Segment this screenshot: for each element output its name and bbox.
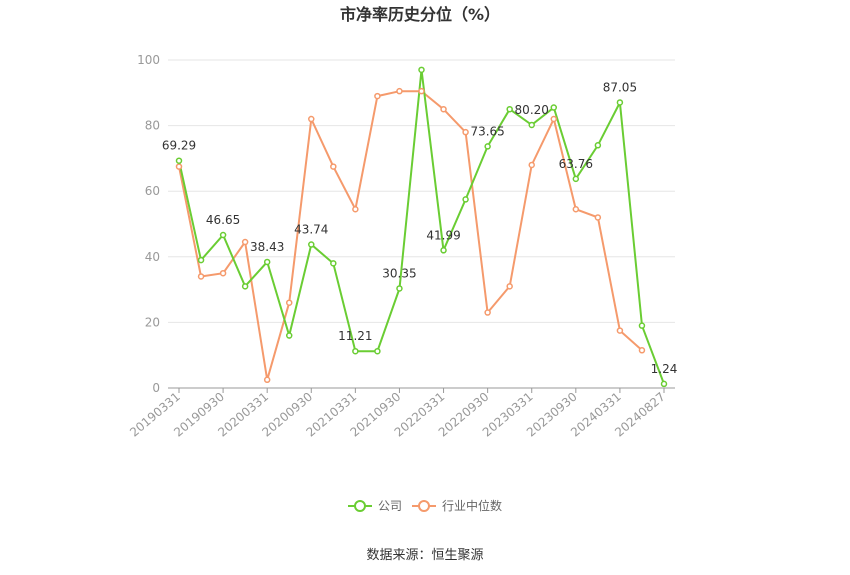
chart-title: 市净率历史分位（%） (340, 5, 500, 24)
series-line-industry-median (178, 90, 643, 381)
data-point-industry-median[interactable] (550, 115, 558, 123)
data-point-industry-median[interactable] (506, 283, 513, 290)
data-point-company[interactable] (308, 241, 315, 248)
y-tick-label: 40 (145, 250, 160, 264)
y-tick-label: 20 (145, 315, 160, 329)
data-point-industry-median[interactable] (616, 327, 624, 334)
legend-label-company: 公司 (378, 499, 402, 513)
series-line-company (178, 69, 665, 385)
legend-marker-company (354, 500, 366, 512)
data-label: 69.29 (162, 139, 196, 153)
data-label: 73.65 (470, 124, 504, 138)
grid-lines (168, 59, 675, 323)
data-point-company[interactable] (352, 347, 359, 355)
data-point-company[interactable] (219, 231, 227, 239)
data-point-industry-median[interactable] (285, 299, 293, 306)
data-point-industry-median[interactable] (572, 205, 580, 213)
data-point-company[interactable] (418, 66, 425, 74)
data-point-industry-median[interactable] (418, 87, 425, 95)
data-point-company[interactable] (638, 322, 646, 329)
data-point-industry-median[interactable] (594, 214, 602, 221)
data-point-industry-median[interactable] (219, 269, 227, 277)
legend-item-industry-median[interactable]: 行业中位数 (412, 498, 502, 513)
series-points (175, 66, 668, 388)
data-point-company[interactable] (285, 332, 293, 339)
data-point-company[interactable] (263, 258, 271, 266)
data-point-company[interactable] (506, 105, 513, 113)
data-point-industry-median[interactable] (330, 163, 337, 170)
data-point-company[interactable] (396, 285, 403, 292)
y-axis-ticks: 0 20 40 60 80 100 (137, 53, 160, 395)
legend-item-company[interactable]: 公司 (348, 499, 402, 513)
data-label: 11.21 (338, 329, 372, 343)
source-text: 数据来源：恒生聚源 (366, 548, 483, 563)
data-labels: 69.29 46.65 38.43 43.74 11.21 30.35 41.99 73.65… (162, 80, 678, 375)
series-lines (178, 69, 665, 385)
y-tick-label: 100 (137, 53, 160, 67)
data-label: 41.99 (426, 228, 460, 242)
data-point-company[interactable] (440, 247, 447, 254)
data-point-company[interactable] (175, 157, 183, 164)
data-point-company[interactable] (594, 142, 602, 149)
data-point-industry-median[interactable] (638, 347, 646, 354)
y-tick-label: 0 (152, 381, 160, 395)
data-point-industry-median[interactable] (396, 87, 403, 95)
data-point-company[interactable] (528, 121, 535, 129)
data-point-company[interactable] (550, 104, 558, 111)
data-point-industry-median[interactable] (175, 163, 183, 170)
data-label: 38.43 (250, 240, 284, 254)
data-point-company[interactable] (616, 99, 624, 106)
data-point-industry-median[interactable] (308, 115, 315, 123)
y-tick-label: 60 (145, 184, 160, 198)
data-point-industry-median[interactable] (352, 205, 359, 213)
data-point-company[interactable] (462, 196, 469, 203)
x-axis: 2019033120190930202003312020093020210331… (127, 387, 675, 440)
data-point-company[interactable] (197, 256, 205, 264)
data-point-industry-median[interactable] (440, 105, 447, 113)
y-tick-label: 80 (145, 119, 160, 133)
data-label: 43.74 (294, 223, 328, 237)
data-point-company[interactable] (572, 175, 580, 183)
data-point-industry-median[interactable] (528, 161, 535, 169)
data-point-industry-median[interactable] (197, 273, 205, 280)
legend-label-industry-median: 行业中位数 (442, 498, 502, 513)
data-label: 30.35 (382, 266, 416, 280)
data-point-company[interactable] (330, 260, 337, 267)
data-point-industry-median[interactable] (462, 128, 469, 136)
data-point-industry-median[interactable] (263, 376, 271, 384)
data-point-company[interactable] (241, 283, 249, 290)
data-point-company[interactable] (374, 347, 381, 355)
data-point-company[interactable] (484, 143, 491, 150)
data-label: 63.76 (559, 157, 593, 171)
data-point-industry-median[interactable] (374, 92, 381, 100)
data-point-industry-median[interactable] (484, 309, 491, 316)
data-label: 87.05 (603, 80, 637, 94)
legend[interactable]: 公司 行业中位数 (348, 498, 502, 513)
legend-marker-industry-median (418, 500, 430, 512)
data-label: 80.20 (515, 103, 549, 117)
data-label: 46.65 (206, 213, 240, 227)
data-label: 1.24 (651, 362, 678, 376)
data-point-industry-median[interactable] (241, 238, 249, 246)
data-point-company[interactable] (660, 380, 668, 388)
